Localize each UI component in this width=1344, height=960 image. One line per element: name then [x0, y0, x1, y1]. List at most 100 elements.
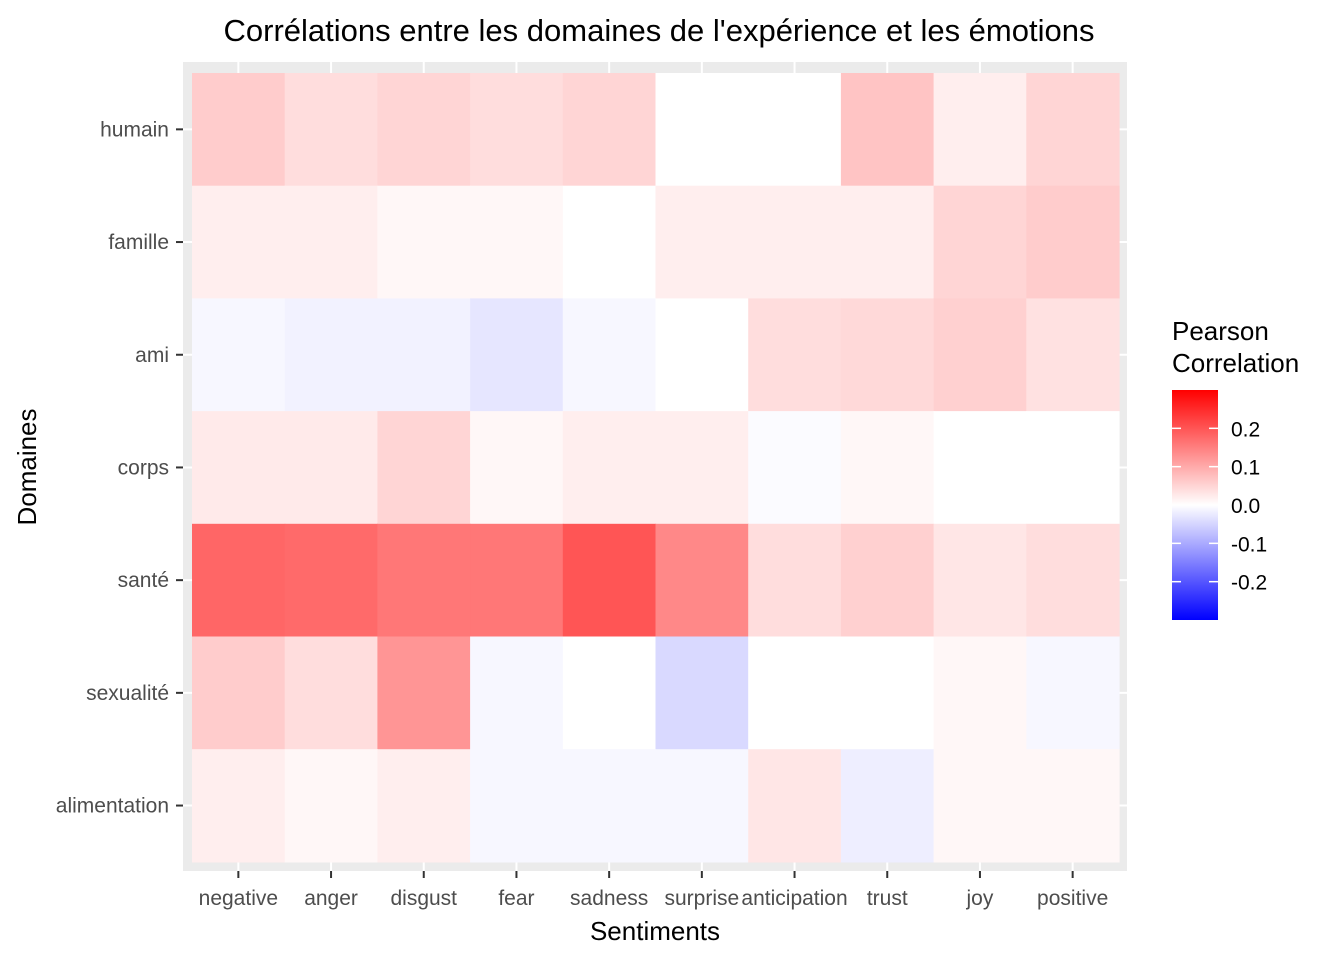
- heatmap-cell: [933, 636, 1027, 750]
- heatmap-cell: [284, 298, 378, 412]
- heatmap-cell: [1026, 636, 1120, 750]
- heatmap-cell: [1026, 185, 1120, 299]
- heatmap-cell: [655, 73, 749, 187]
- heatmap-cell: [655, 411, 749, 525]
- x-tick-label: positive: [1037, 887, 1108, 910]
- legend-tick-label: 0.1: [1231, 457, 1260, 480]
- heatmap-cell: [748, 73, 842, 187]
- heatmap-cell: [470, 749, 564, 863]
- heatmap-cell: [840, 523, 935, 638]
- heatmap-cell: [192, 636, 286, 750]
- heatmap-cell: [470, 185, 564, 299]
- x-tick-label: negative: [199, 887, 278, 910]
- heatmap-cell: [192, 749, 286, 863]
- heatmap-cell: [748, 749, 842, 863]
- x-tick-label: trust: [867, 887, 908, 910]
- legend-tick-label: 0.2: [1231, 418, 1260, 441]
- x-tick-label: fear: [498, 887, 534, 910]
- y-tick-label: corps: [118, 456, 169, 479]
- y-tick-label: ami: [135, 344, 169, 367]
- heatmap-cell: [377, 636, 471, 750]
- heatmap-cell: [192, 411, 286, 525]
- heatmap-cell: [562, 749, 657, 863]
- heatmap-cell: [840, 749, 935, 863]
- heatmap-cell: [562, 636, 657, 750]
- heatmap-cell: [933, 523, 1027, 638]
- heatmap-cell: [748, 298, 842, 412]
- heatmap-cell: [840, 298, 935, 412]
- heatmap-cell: [377, 298, 471, 412]
- y-tick-label: famille: [108, 231, 169, 254]
- heatmap-cell: [1026, 749, 1120, 863]
- y-tick-label: humain: [100, 118, 169, 141]
- heatmap-cell: [840, 185, 935, 299]
- legend-title-line-2: Correlation: [1172, 348, 1299, 378]
- x-axis: negative anger disgust fear sadness surprise a…: [199, 871, 1108, 910]
- x-tick-label: joy: [966, 887, 994, 910]
- y-axis-title: Domaines: [12, 408, 42, 525]
- y-tick-label: alimentation: [56, 795, 169, 818]
- chart-title: Corrélations entre les domaines de l'exp…: [224, 13, 1095, 48]
- heatmap-cell: [470, 298, 564, 412]
- heatmap-cell: [562, 411, 657, 525]
- heatmap-cell: [655, 185, 749, 299]
- heatmap-cell: [377, 749, 471, 863]
- heatmap-cell: [933, 185, 1027, 299]
- heatmap-cell: [192, 298, 286, 412]
- legend-ticks: 0.2 0.1 0.0 -0.1 -0.2: [1172, 418, 1267, 595]
- heatmap-cell: [470, 73, 564, 187]
- y-tick-label: sexualité: [86, 682, 169, 705]
- heatmap-cell: [562, 523, 657, 638]
- heatmap-cell: [470, 636, 564, 750]
- legend: Pearson Correlation 0.2 0.1 0.0 -0.1 -0.2: [1172, 316, 1299, 620]
- y-axis: humain famille ami corps santé sexualité alime…: [56, 118, 183, 818]
- x-tick-label: sadness: [570, 887, 648, 910]
- heatmap-cell: [562, 298, 657, 412]
- heatmap-cell: [748, 636, 842, 750]
- heatmap-cell: [377, 73, 471, 187]
- heatmap-cell: [377, 411, 471, 525]
- heatmap-cell: [284, 73, 378, 187]
- x-axis-title: Sentiments: [590, 916, 720, 946]
- heatmap-cell: [1026, 523, 1120, 638]
- heatmap-cell: [284, 185, 378, 299]
- heatmap-cell: [562, 185, 657, 299]
- x-tick-label: anticipation: [741, 887, 847, 910]
- heatmap-cell: [655, 749, 749, 863]
- heatmap-cell: [284, 749, 378, 863]
- heatmap-cell: [192, 523, 286, 638]
- heatmap-cell: [840, 636, 935, 750]
- heatmap-cell: [1026, 298, 1120, 412]
- heatmap-cell: [933, 749, 1027, 863]
- heatmap-cell: [470, 411, 564, 525]
- heatmap-cell: [284, 636, 378, 750]
- heatmap-cells: [192, 73, 1120, 863]
- heatmap-cell: [284, 523, 378, 638]
- x-tick-label: surprise: [664, 887, 739, 910]
- heatmap-cell: [933, 73, 1027, 187]
- legend-title-line-1: Pearson: [1172, 316, 1269, 346]
- heatmap-cell: [377, 523, 471, 638]
- x-tick-label: disgust: [390, 887, 457, 910]
- heatmap-cell: [192, 185, 286, 299]
- heatmap-cell: [840, 73, 935, 187]
- heatmap-cell: [840, 411, 935, 525]
- heatmap-cell: [192, 73, 286, 187]
- heatmap-cell: [284, 411, 378, 525]
- heatmap-cell: [377, 185, 471, 299]
- heatmap-cell: [1026, 411, 1120, 525]
- heatmap-cell: [748, 411, 842, 525]
- legend-tick-label: -0.1: [1231, 533, 1267, 556]
- heatmap-cell: [1026, 73, 1120, 187]
- heatmap-cell: [655, 523, 749, 638]
- legend-tick-label: -0.2: [1231, 572, 1267, 595]
- heatmap-cell: [933, 298, 1027, 412]
- x-tick-label: anger: [304, 887, 358, 910]
- heatmap-cell: [470, 523, 564, 638]
- legend-tick-label: 0.0: [1231, 495, 1260, 518]
- heatmap-cell: [655, 298, 749, 412]
- heatmap-cell: [748, 185, 842, 299]
- heatmap-cell: [748, 523, 842, 638]
- heatmap-cell: [655, 636, 749, 750]
